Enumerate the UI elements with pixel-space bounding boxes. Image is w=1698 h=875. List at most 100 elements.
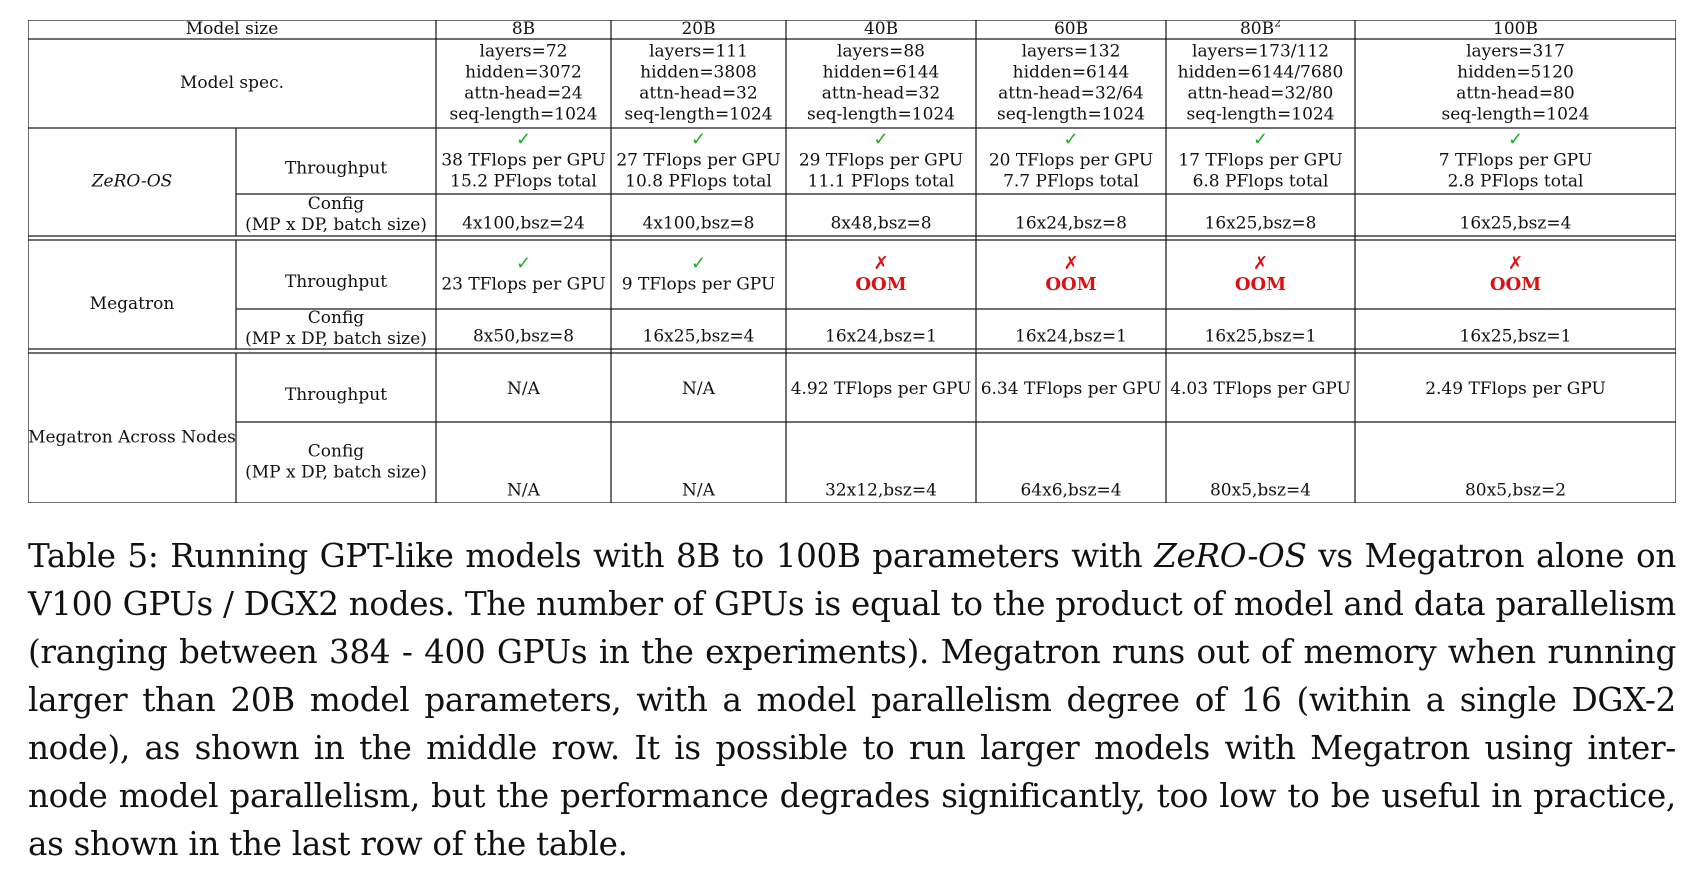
zero-os-mid-rule [236,193,1676,195]
config-cell: 16x25,bsz=8 [1205,214,1317,234]
config-cell: 16x24,bsz=8 [1015,214,1127,234]
caption-text-after: vs Megatron alone on V100 GPUs / DGX2 no… [28,537,1676,863]
column-rule [975,20,977,503]
model-size-header: 60B [1054,20,1088,39]
column-rule [1165,20,1167,503]
throughput-cell: 38 TFlops per GPU [441,151,605,171]
megatron-mid-rule [236,308,1676,310]
model-size-header: 80B2 [1240,20,1281,39]
label-column-rule [235,240,237,349]
caption-label: Table 5: [28,537,159,575]
throughput-cell: OOM [1045,274,1096,295]
throughput-cell: 17 TFlops per GPU [1178,151,1342,171]
label-column-rule [235,353,237,503]
cross-mark-icon: ✗ [1063,253,1078,274]
throughput-cell: 2.8 PFlops total [1448,172,1584,192]
config-cell: 16x25,bsz=1 [1460,327,1572,347]
table-bottom-rule [28,502,1676,503]
spec-cell: seq-length=1024 [807,105,955,125]
config-cell: 32x12,bsz=4 [825,481,937,501]
throughput-cell: 7.7 PFlops total [1003,172,1139,192]
config-cell: 8x48,bsz=8 [830,214,931,234]
throughput-cell: N/A [507,379,541,399]
config-cell: 64x6,bsz=4 [1020,481,1121,501]
left-border [28,20,29,503]
spec-cell: hidden=6144 [823,63,940,83]
spec-cell: seq-length=1024 [997,105,1145,125]
column-rule [435,20,437,503]
config-label: (MP x DP, batch size) [245,463,427,483]
spec-cell: layers=317 [1466,42,1565,62]
spec-cell: layers=132 [1022,42,1121,62]
throughput-label: Throughput [285,159,387,179]
group-rule [28,235,1676,237]
spec-cell: hidden=6144 [1013,63,1130,83]
label-column-rule [235,128,237,236]
cross-mark-icon: ✗ [873,253,888,274]
check-mark-icon: ✓ [516,253,531,274]
model-size-header: 8B [512,20,535,39]
results-table: Model size 8B 20B 40B 60B 80B2 100B Model spec.… [28,20,1676,503]
spec-cell: attn-head=32 [822,84,940,104]
throughput-cell: 29 TFlops per GPU [799,151,963,171]
spec-cell: attn-head=32 [639,84,757,104]
table-top-rule [28,20,1676,21]
throughput-cell: 10.8 PFlops total [625,172,772,192]
check-mark-icon: ✓ [873,129,888,150]
spec-cell: seq-length=1024 [624,105,772,125]
check-mark-icon: ✓ [1063,129,1078,150]
config-cell: N/A [682,481,716,501]
throughput-cell: 23 TFlops per GPU [441,275,605,295]
spec-cell: hidden=3072 [465,63,582,83]
spec-rule [28,127,1676,129]
config-cell: 16x25,bsz=1 [1205,327,1317,347]
config-label: (MP x DP, batch size) [245,215,427,235]
model-size-header: 100B [1493,20,1538,39]
config-cell: 4x100,bsz=24 [462,214,585,234]
cross-mark-icon: ✗ [1508,253,1523,274]
table-caption: Table 5: Running GPT-like models with 8B… [28,532,1676,868]
group-rule [28,348,1676,350]
throughput-cell: 11.1 PFlops total [808,172,955,192]
caption-emph: ZeRO-OS [1154,537,1307,575]
config-cell: 80x5,bsz=2 [1465,481,1566,501]
config-label: Config [308,194,365,214]
throughput-cell: 9 TFlops per GPU [622,275,776,295]
config-cell: 16x25,bsz=4 [1460,214,1572,234]
spec-cell: seq-length=1024 [449,105,597,125]
config-cell: 8x50,bsz=8 [473,327,574,347]
spec-cell: hidden=5120 [1457,63,1574,83]
group-name: Megatron Across Nodes [28,428,236,448]
throughput-cell: 4.92 TFlops per GPU [791,379,972,399]
config-label: Config [308,308,365,328]
throughput-cell: OOM [1490,274,1541,295]
group-name: Megatron [90,294,175,314]
throughput-cell: 15.2 PFlops total [450,172,597,192]
spec-cell: attn-head=80 [1456,84,1574,104]
spec-cell: hidden=3808 [640,63,757,83]
spec-cell: layers=72 [480,42,568,62]
config-label: (MP x DP, batch size) [245,329,427,349]
throughput-cell: 2.49 TFlops per GPU [1425,379,1606,399]
check-mark-icon: ✓ [1508,129,1523,150]
spec-cell: layers=88 [837,42,925,62]
check-mark-icon: ✓ [1253,129,1268,150]
cross-mark-icon: ✗ [1253,253,1268,274]
throughput-cell: 27 TFlops per GPU [616,151,780,171]
column-rule [1354,20,1356,503]
config-cell: N/A [507,481,541,501]
config-cell: 16x25,bsz=4 [643,327,755,347]
throughput-cell: 6.34 TFlops per GPU [981,379,1162,399]
caption-text-before: Running GPT-like models with 8B to 100B … [170,537,1143,575]
throughput-cell: 4.03 TFlops per GPU [1170,379,1351,399]
right-border [1675,20,1676,503]
throughput-cell: 7 TFlops per GPU [1439,151,1593,171]
column-rule [610,20,612,503]
spec-cell: attn-head=24 [464,84,582,104]
spec-cell: seq-length=1024 [1186,105,1334,125]
spec-cell: seq-length=1024 [1441,105,1589,125]
config-cell: 4x100,bsz=8 [643,214,755,234]
header-rule [28,38,1676,40]
check-mark-icon: ✓ [691,253,706,274]
throughput-label: Throughput [285,272,387,292]
